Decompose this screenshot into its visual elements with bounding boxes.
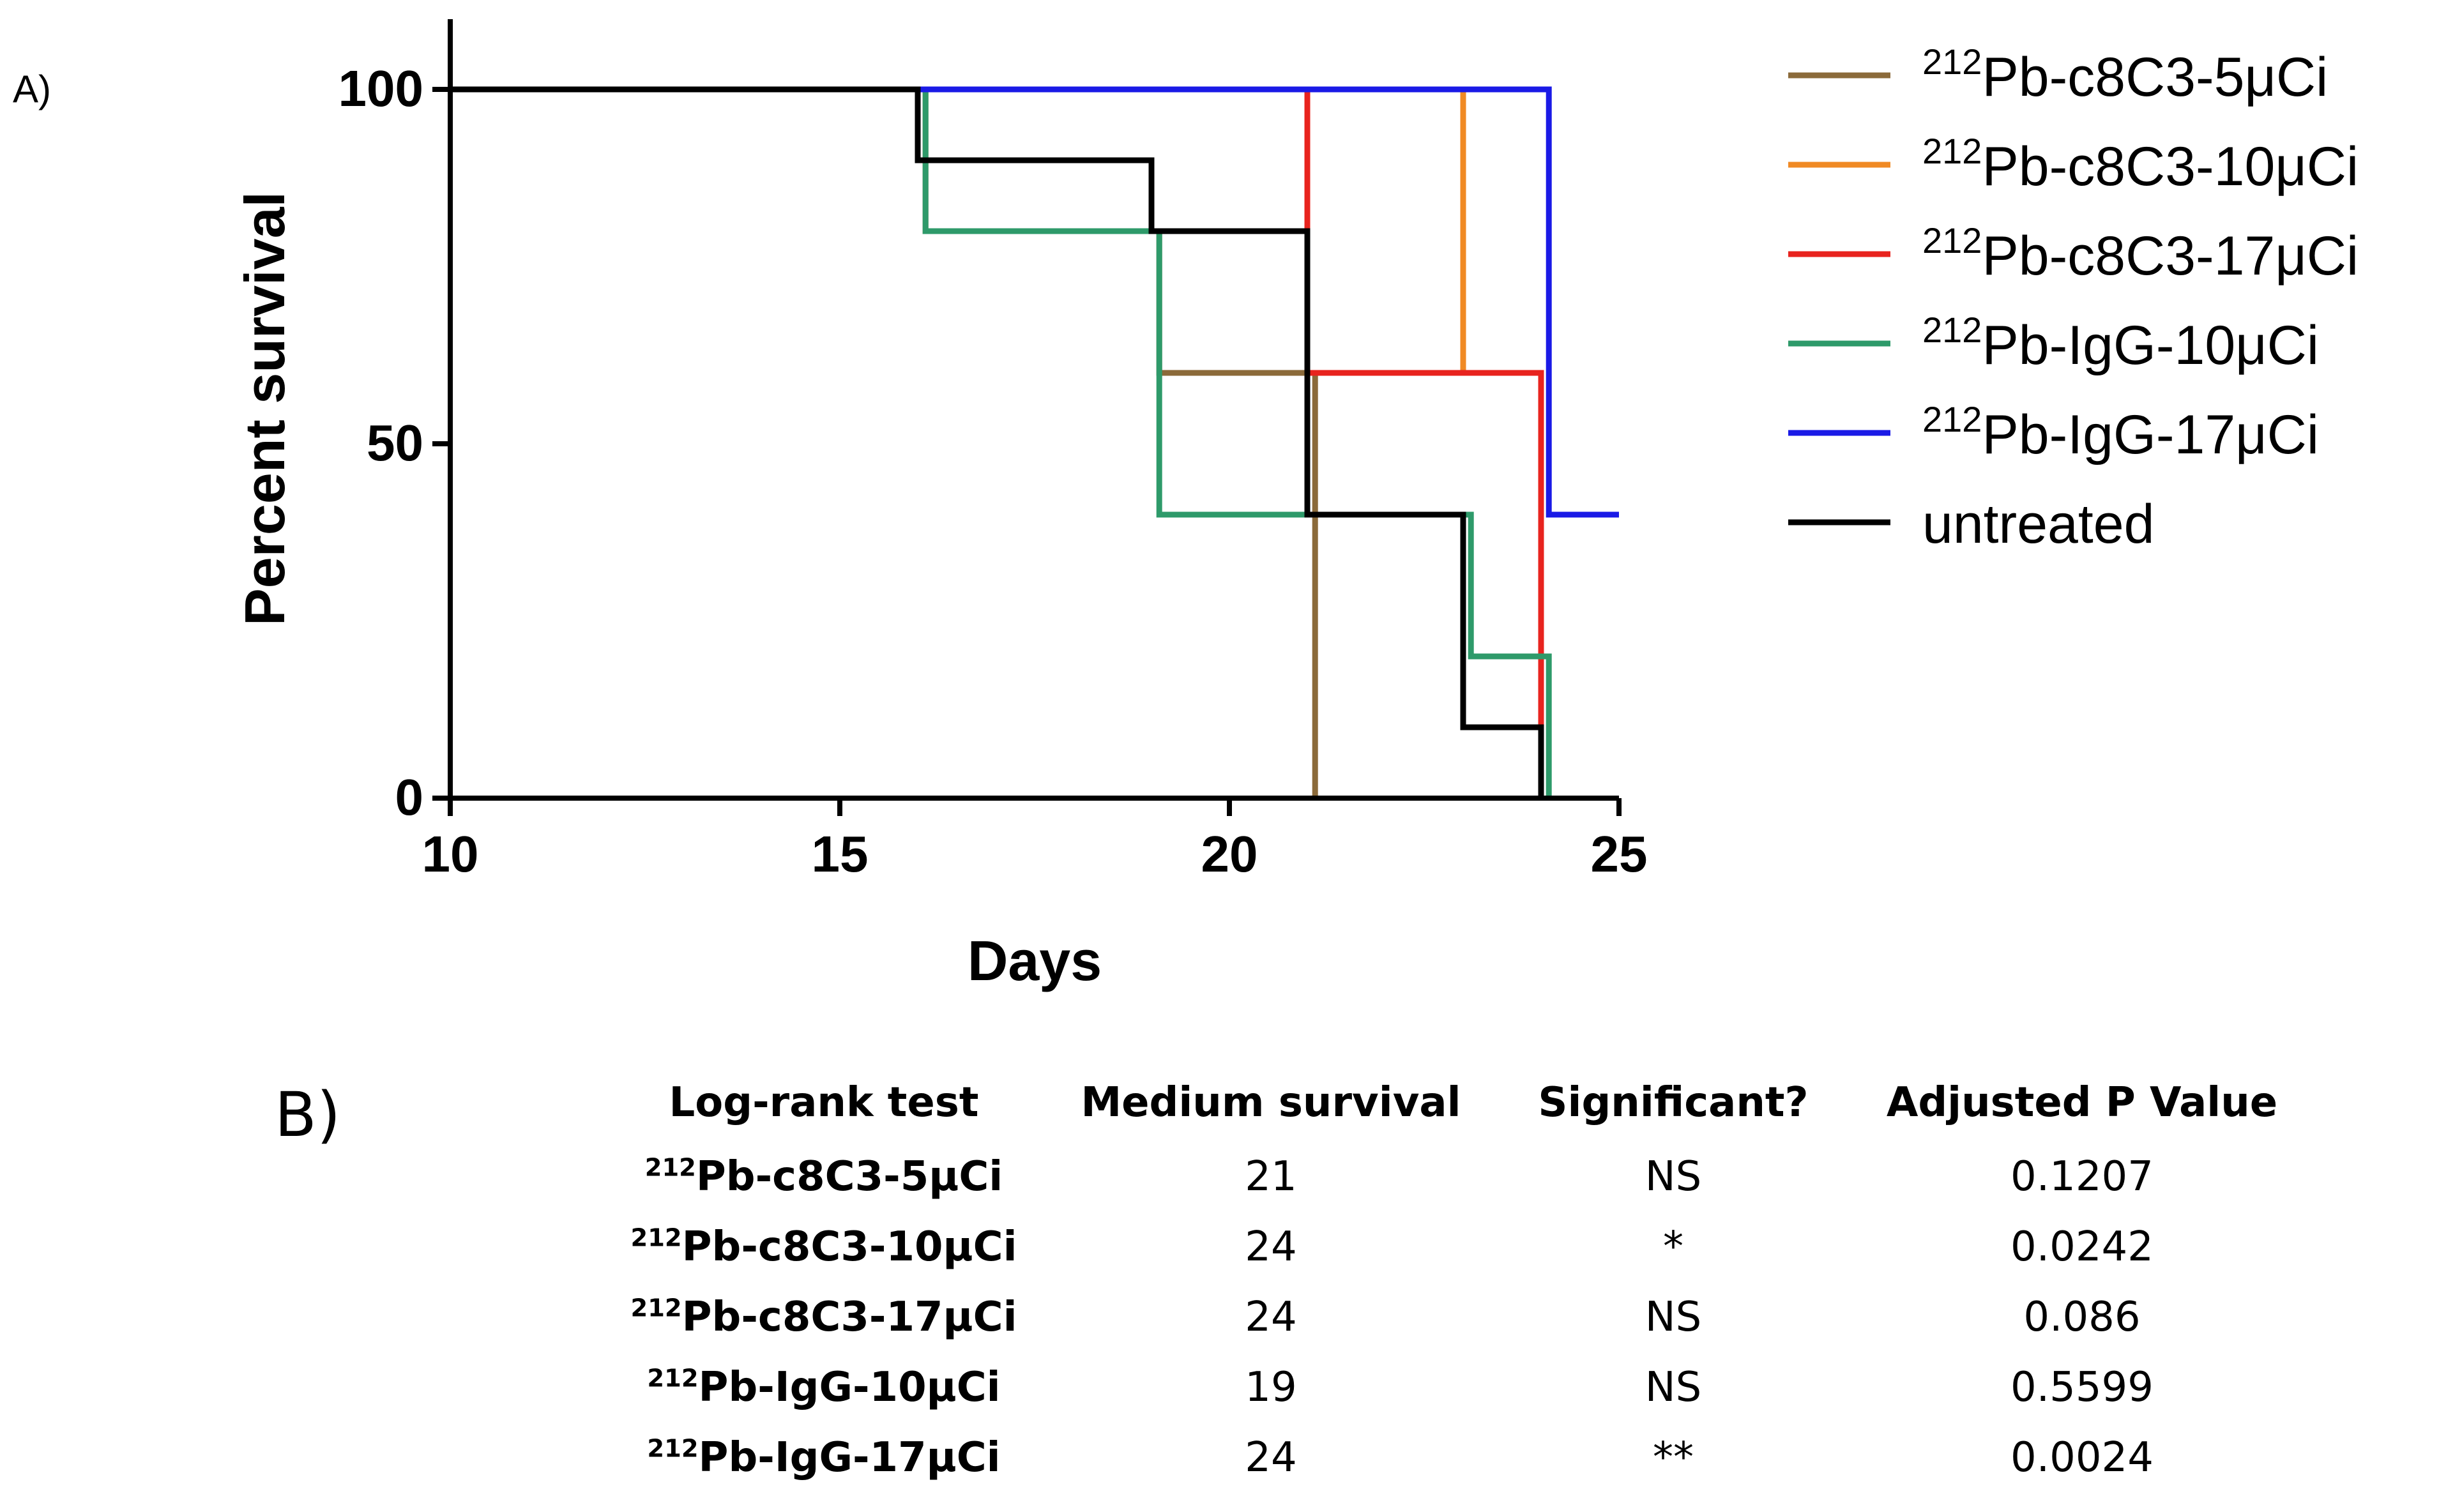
table-cell-median: 24 [1245, 1223, 1297, 1271]
table-row: 212Pb-c8C3-10μCi 24 * 0.0242 [575, 1212, 2286, 1282]
table-cell-significant: * [1663, 1223, 1683, 1271]
table-cell-median: 19 [1245, 1364, 1297, 1411]
series-line-4 [450, 86, 1619, 518]
legend-label-5: untreated [1922, 494, 2154, 555]
series-line-1 [450, 86, 1544, 798]
table-header-test: Log-rank test [669, 1079, 979, 1126]
legend: 212Pb-c8C3-5μCi 212Pb-c8C3-10μCi 212Pb-c8C… [1788, 42, 2359, 555]
table-cell-significant: NS [1645, 1294, 1702, 1341]
table-cell-pvalue: 0.0242 [2010, 1223, 2154, 1271]
table-header-significant: Significant? [1538, 1079, 1809, 1126]
table-row: 212Pb-c8C3-17μCi 24 NS 0.086 [575, 1282, 2286, 1352]
table-cell-pvalue: 0.5599 [2010, 1364, 2154, 1411]
y-tick-label: 100 [338, 60, 423, 117]
legend-label-3: 212Pb-IgG-10μCi [1922, 310, 2319, 376]
table-row-name: 212Pb-IgG-10μCi [647, 1364, 1001, 1411]
table-cell-significant: NS [1645, 1364, 1702, 1411]
legend-label-2: 212Pb-c8C3-17μCi [1922, 220, 2359, 287]
series-line-5 [450, 86, 1544, 798]
x-tick-label: 20 [1201, 826, 1258, 882]
x-tick-label: 25 [1591, 826, 1648, 882]
plot-axes: 0 50 100 10 15 20 25 [338, 19, 1648, 882]
panel-label-b: B) [275, 1079, 341, 1151]
table-cell-significant: NS [1645, 1153, 1702, 1200]
legend-label-0: 212Pb-c8C3-5μCi [1922, 42, 2328, 108]
table-header-row: Log-rank test Medium survival Significan… [575, 1079, 2286, 1142]
table-cell-median: 21 [1245, 1153, 1297, 1200]
x-tick-label: 15 [812, 826, 869, 882]
y-tick-label: 0 [395, 769, 424, 826]
plot-series [450, 86, 1619, 798]
table-row-name: 212Pb-c8C3-5μCi [644, 1153, 1003, 1200]
table-cell-significant: ** [1653, 1434, 1694, 1481]
table-row-name: 212Pb-IgG-17μCi [647, 1434, 1001, 1481]
series-line-2 [450, 86, 1544, 798]
table-cell-median: 24 [1245, 1434, 1297, 1481]
legend-label-1: 212Pb-c8C3-10μCi [1922, 131, 2359, 197]
panel-label-a: A) [13, 68, 51, 110]
y-tick-label: 50 [367, 414, 423, 471]
table-cell-pvalue: 0.1207 [2010, 1153, 2154, 1200]
table-row-name: 212Pb-c8C3-17μCi [630, 1294, 1017, 1341]
logrank-table: Log-rank test Medium survival Significan… [575, 1079, 2286, 1493]
table-cell-pvalue: 0.086 [2023, 1294, 2141, 1341]
series-line-3 [450, 86, 1552, 798]
table-row: 212Pb-IgG-17μCi 24 ** 0.0024 [575, 1423, 2286, 1493]
x-axis-label: Days [968, 929, 1102, 992]
table-row: 212Pb-IgG-10μCi 19 NS 0.5599 [575, 1352, 2286, 1423]
table-cell-median: 24 [1245, 1294, 1297, 1341]
x-tick-label: 10 [422, 826, 479, 882]
legend-label-4: 212Pb-IgG-17μCi [1922, 399, 2319, 465]
table-header-median: Medium survival [1081, 1079, 1461, 1126]
table-header-pvalue: Adjusted P Value [1886, 1079, 2278, 1126]
table-row: 212Pb-c8C3-5μCi 21 NS 0.1207 [575, 1142, 2286, 1212]
series-line-0 [450, 86, 1318, 798]
table-row-name: 212Pb-c8C3-10μCi [630, 1223, 1017, 1271]
y-axis-label: Percent survival [233, 192, 296, 626]
table-cell-pvalue: 0.0024 [2010, 1434, 2154, 1481]
